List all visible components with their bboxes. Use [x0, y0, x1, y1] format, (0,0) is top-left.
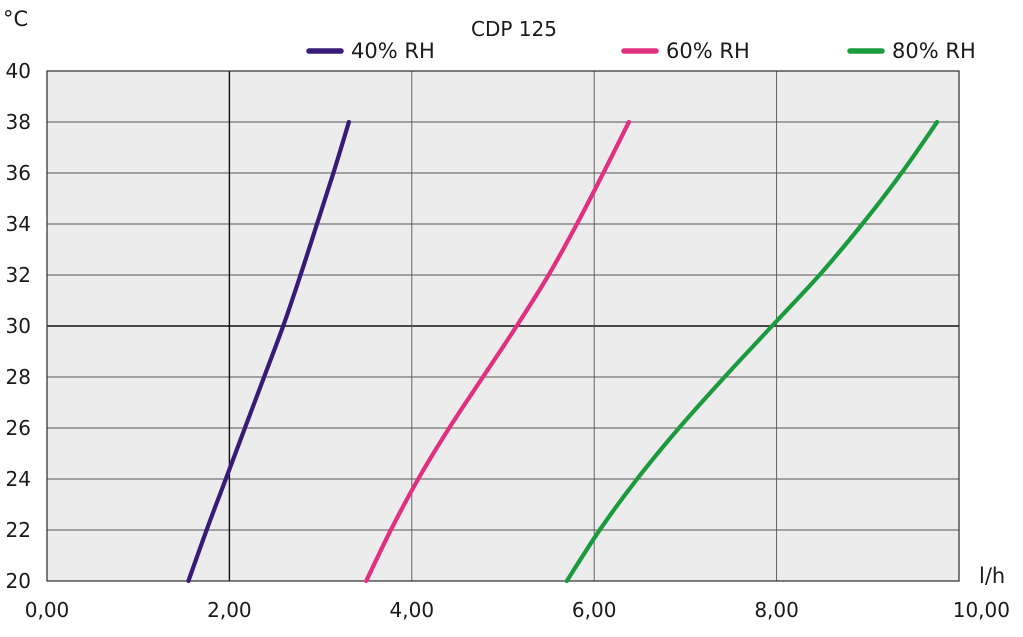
x-tick-label: 0,00: [25, 598, 70, 622]
legend-item: 80% RH: [847, 39, 976, 63]
y-tick-label: 20: [6, 569, 31, 593]
legend-label: 60% RH: [666, 39, 750, 63]
y-tick-label: 22: [6, 518, 31, 542]
x-tick-label: 6,00: [572, 598, 617, 622]
x-tick-label: 2,00: [207, 598, 252, 622]
x-axis-ticks: 0,00 2,00 4,00 6,00 8,00 10,00: [25, 598, 1010, 622]
legend-item: 60% RH: [621, 39, 750, 63]
x-tick-label: 8,00: [754, 598, 799, 622]
x-tick-label: 4,00: [390, 598, 435, 622]
y-tick-label: 32: [6, 263, 31, 287]
y-tick-label: 30: [6, 314, 31, 338]
series-line-1: [186, 119, 351, 584]
chart-title: CDP 125: [471, 17, 557, 41]
y-tick-label: 26: [6, 416, 31, 440]
series-line-2: [364, 119, 631, 584]
y-tick-label: 34: [6, 212, 31, 236]
y-axis-ticks: 20 22 24 26 28 30 32 34 36 38 40: [6, 59, 31, 593]
legend-item: 40% RH: [306, 39, 435, 63]
y-tick-label: 38: [6, 110, 31, 134]
legend-label: 40% RH: [351, 39, 435, 63]
x-tick-label: 10,00: [953, 598, 1010, 622]
y-axis-unit-label: °C: [3, 7, 28, 31]
y-tick-label: 28: [6, 365, 31, 389]
y-tick-label: 36: [6, 161, 31, 185]
series-lines: [186, 119, 940, 584]
legend: 40% RH 60% RH 80% RH: [306, 39, 976, 63]
legend-label: 80% RH: [892, 39, 976, 63]
plot-frame: [46, 70, 960, 582]
x-axis-unit-label: l/h: [979, 564, 1005, 588]
y-tick-label: 24: [6, 467, 31, 491]
y-tick-label: 40: [6, 59, 31, 83]
series-line-3: [564, 119, 940, 584]
